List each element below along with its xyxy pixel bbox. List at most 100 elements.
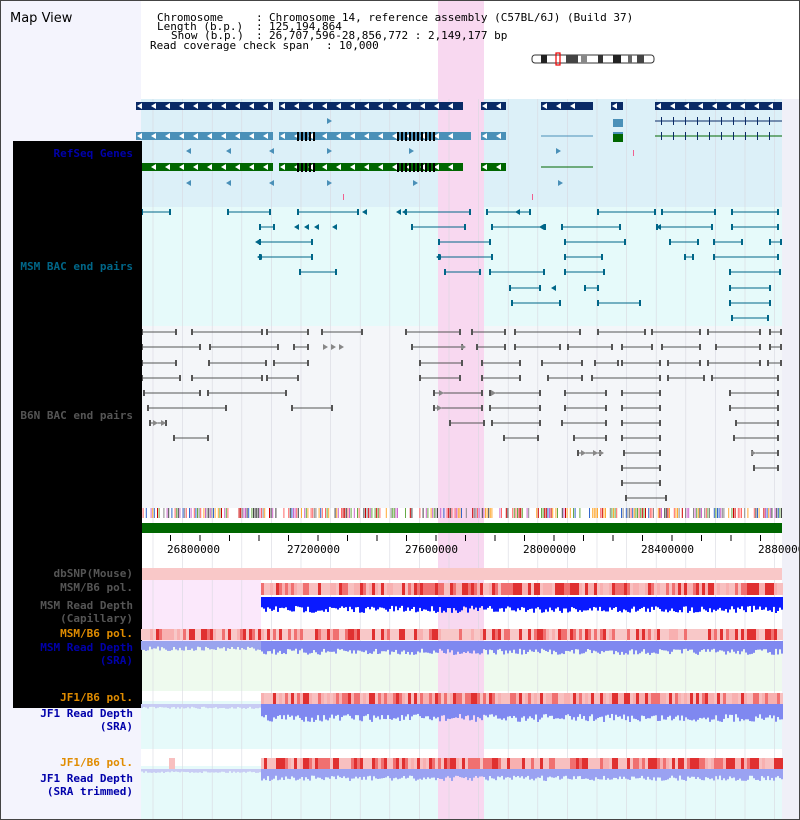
b6n-bac-pair-end (777, 465, 779, 471)
msm-depth-capillary-bar (703, 597, 705, 610)
jf1-depth-sra-bar (187, 704, 189, 708)
msm-depth-sra-bar (487, 641, 489, 655)
b6n-bac-pair-end (780, 329, 782, 335)
jf1-depth-sra-bar (215, 704, 217, 708)
msm-depth-sra-bar (155, 641, 157, 649)
#f9c8c8 (55, 141, 58, 708)
b6n-bac-pair-end (581, 360, 583, 366)
msm-depth-sra-bar (723, 641, 725, 652)
msm-depth-capillary-bar (367, 597, 369, 607)
jf1-depth-trim-bar (699, 769, 701, 779)
jf1-b6-pol-2-heat (648, 758, 651, 769)
jf1-depth-sra-bar (311, 704, 313, 718)
track-label-dbsnp[interactable]: dbSNP(Mouse) (53, 567, 133, 580)
repeat-mark (694, 508, 696, 518)
gene-exon-tick (413, 163, 415, 172)
track-label-jf1-depth-trimmed[interactable]: JF1 Read Depth (40, 772, 133, 785)
msm-depth-capillary-bar (343, 597, 345, 608)
gene-strand-arrow (364, 133, 369, 139)
b6n-bac-pair-end (667, 360, 669, 366)
repeat-mark (505, 508, 507, 518)
jf1-b6-pol-1-heat (348, 693, 351, 704)
repeat-mark (315, 508, 317, 518)
track-label-jf1-b6-pol-1[interactable]: JF1/B6 pol. (60, 691, 133, 704)
gene-strand-arrow (179, 103, 184, 109)
repeat-mark (713, 508, 715, 518)
track-label-msm-depth-capillary[interactable]: MSM Read Depth (40, 599, 133, 612)
b6n-bac-pair-end (419, 360, 421, 366)
repeat-mark (430, 508, 432, 518)
msm-depth-capillary-bar (389, 597, 391, 609)
track-label-repeat[interactable]: Repeat (93, 507, 133, 520)
track-label-msm-depth-sra[interactable]: MSM Read Depth (40, 641, 133, 654)
jf1-depth-trim-bar (543, 769, 545, 781)
msm-bac-pair-end (711, 224, 713, 230)
jf1-depth-trim-bar (557, 769, 559, 777)
msm-depth-sra-bar (639, 641, 641, 654)
repeat-mark (304, 508, 306, 518)
msm-depth-sra-bar (773, 641, 775, 655)
msm-depth-sra-bar (349, 641, 351, 651)
repeat-mark (297, 508, 299, 518)
jf1-b6-pol-1-heat (681, 693, 684, 704)
jf1-depth-sra-bar (301, 704, 303, 720)
jf1-depth-sra-bar (395, 704, 397, 719)
jf1-depth-trim-bar (143, 769, 145, 773)
msm-depth-sra-bar (491, 641, 493, 651)
jf1-b6-pol-1-heat (291, 693, 294, 704)
jf1-b6-pol-1-heat (564, 693, 567, 704)
jf1-depth-sra-bar (271, 704, 273, 722)
b6n-bac-pair-end (207, 435, 209, 441)
track-label-msm-b6-pol-1[interactable]: MSM/B6 pol. (60, 581, 133, 594)
jf1-b6-pol-1-heat (267, 693, 270, 704)
msm-depth-sra-bar (551, 641, 553, 655)
jf1-b6-pol-1-heat (645, 693, 648, 704)
jf1-depth-sra-bar (539, 704, 541, 720)
msm-b6-pol-2-heat (231, 629, 234, 640)
track-label-jf1-depth-sra[interactable]: JF1 Read Depth (40, 707, 133, 720)
track-label-b6n-bac[interactable]: B6N BAC end pairs (20, 409, 133, 422)
jf1-b6-pol-1-heat (372, 693, 375, 704)
msm-b6-pol-2-heat (648, 629, 651, 640)
gene-strand-arrow (712, 103, 717, 109)
msm-b6-pol-2-heat (369, 629, 372, 640)
jf1-depth-trim-bar (553, 769, 555, 778)
b6n-bac-pair-end (780, 344, 782, 350)
jf1-b6-pol-2-heat (579, 758, 582, 769)
msm-depth-capillary-bar (483, 597, 485, 610)
msm-depth-capillary-bar (453, 597, 455, 609)
msm-b6-pol-1-heat (777, 583, 780, 595)
jf1-depth-trim-bar (221, 769, 223, 772)
jf1-depth-sra-bar (337, 704, 339, 715)
jf1-depth-trim-bar (429, 769, 431, 779)
gene-exon-tick (429, 132, 431, 141)
jf1-depth-sra-bar (383, 704, 385, 719)
jf1-depth-sra-bar (565, 704, 567, 716)
jf1-b6-pol-1-heat (576, 693, 579, 704)
repeat-mark (395, 508, 397, 518)
track-label-msm-b6-pol-2[interactable]: MSM/B6 pol. (60, 627, 133, 640)
gene-strand-arrow (392, 103, 397, 109)
repeat-mark (507, 508, 509, 518)
jf1-depth-sra-bar (217, 704, 219, 709)
jf1-b6-pol-2-heat (618, 758, 621, 769)
msm-b6-pol-2-heat (276, 629, 279, 640)
jf1-b6-pol-2-heat (666, 758, 669, 769)
jf1-depth-trim-bar (551, 769, 553, 778)
msm-depth-capillary-bar (777, 597, 779, 611)
msm-depth-sra-bar (523, 641, 525, 650)
right-scroll-gutter (782, 99, 799, 819)
repeat-mark (320, 508, 322, 518)
track-label-msm-bac[interactable]: MSM BAC end pairs (20, 260, 133, 273)
jf1-b6-pol-2-heat (303, 758, 306, 769)
show-colon: : (256, 29, 263, 42)
b6n-bac-pair-end (564, 405, 566, 411)
jf1-depth-trim-bar (601, 769, 603, 780)
track-label-jf1-b6-pol-2[interactable]: JF1/B6 pol. (60, 756, 133, 769)
track-label-refseq-genes[interactable]: RefSeq Genes (53, 147, 133, 160)
msm-b6-pol-2-heat (645, 629, 648, 640)
msm-b6-pol-2-heat (219, 629, 222, 640)
#f9c8c8 (124, 141, 127, 708)
msm-depth-sra-bar (449, 641, 451, 653)
